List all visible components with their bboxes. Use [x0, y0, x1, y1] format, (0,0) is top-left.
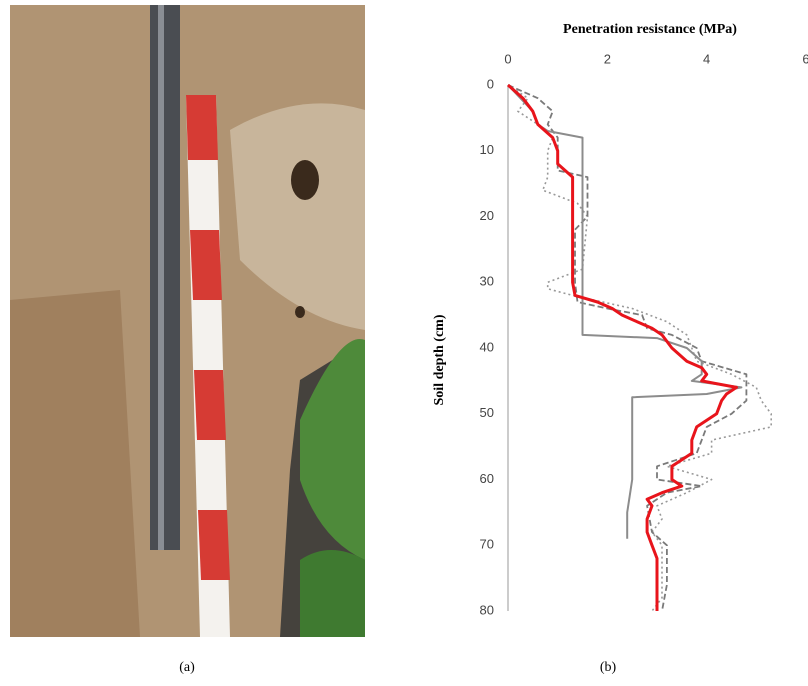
x-tick-label: 2 — [604, 51, 611, 66]
caption: (a) — [179, 660, 195, 675]
y-tick-label: 0 — [487, 76, 494, 91]
y-tick-label: 30 — [480, 274, 494, 289]
caption: (b) — [600, 660, 617, 675]
chart-title: Penetration resistance (MPa) — [563, 22, 737, 37]
figure: (a) (b) Penetration resistance (MPa) Soi… — [0, 0, 808, 686]
data-line — [508, 85, 771, 611]
y-tick-label: 70 — [480, 537, 494, 552]
y-tick-label: 50 — [480, 405, 494, 420]
data-line — [508, 85, 737, 611]
y-tick-label: 80 — [480, 602, 494, 617]
y-tick-label: 20 — [480, 208, 494, 223]
page: (a) (b) Penetration resistance (MPa) Soi… — [0, 0, 808, 686]
x-tick-label: 0 — [504, 51, 511, 66]
y-tick-label: 40 — [480, 339, 494, 354]
x-tick-label: 4 — [703, 51, 710, 66]
y-tick-label: 10 — [480, 142, 494, 157]
photo — [10, 5, 365, 637]
y-axis-label: Soil depth (cm) — [432, 314, 447, 405]
y-tick-label: 60 — [480, 471, 494, 486]
x-tick-label: 6 — [802, 51, 808, 66]
